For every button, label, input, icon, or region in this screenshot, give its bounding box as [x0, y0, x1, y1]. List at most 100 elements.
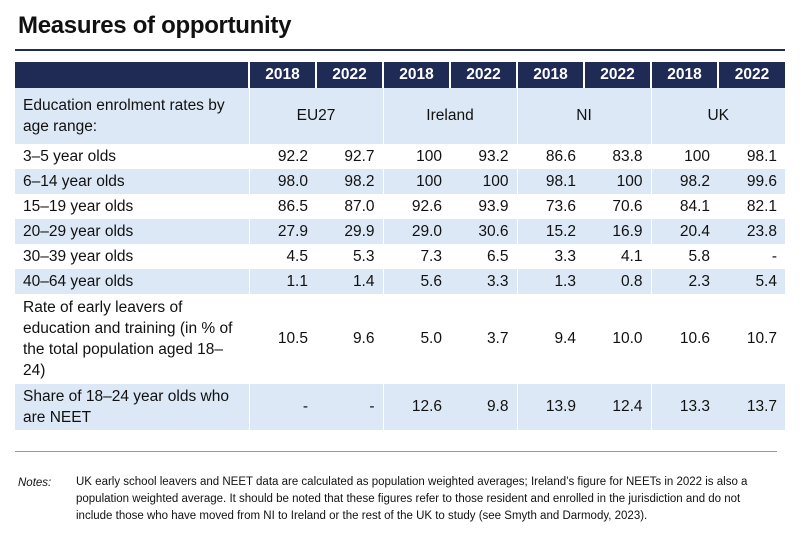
cell-value: 70.6 [612, 197, 643, 215]
cell-value: 7.3 [382, 244, 450, 269]
cell-value: 86.5 [248, 194, 316, 219]
region-label: UK [650, 88, 785, 144]
data-row: Rate of early leavers of education and t… [15, 294, 785, 384]
header-row: 2018 2022 2018 2022 2018 2022 2018 2022 [15, 62, 785, 88]
cell-value: 9.6 [352, 330, 375, 347]
cell-value: 100 [450, 169, 517, 194]
cell-value: 9.8 [450, 384, 517, 430]
cell-value: 100 [382, 169, 450, 194]
cell-value: 5.3 [352, 247, 375, 265]
region-label: Ireland [382, 88, 517, 144]
data-table: 2018 2022 2018 2022 2018 2022 2018 2022 Educatio… [15, 62, 785, 430]
cell-value: 30.6 [450, 219, 517, 244]
cell-value: 5.8 [650, 244, 718, 269]
region-row: Education enrolment rates by age range: E… [15, 88, 785, 144]
year-header: 2022 [583, 62, 651, 88]
cell-value: 100 [382, 144, 450, 169]
cell-value: 13.9 [516, 384, 584, 430]
cell-value: 3.3 [450, 269, 517, 294]
cell-value: 99.6 [718, 169, 785, 194]
cell-value: 84.1 [650, 194, 718, 219]
cell-value: 13.7 [718, 384, 785, 430]
notes-label: Notes: [18, 477, 52, 489]
cell-value: 20.4 [650, 219, 718, 244]
title: Measures of opportunity [18, 12, 292, 39]
year-header: 2018 [650, 62, 718, 88]
data-row: 15–19 year olds 86.5 87.0 92.6 93.9 73.6 70.6 8… [15, 194, 785, 219]
cell-value: 5.0 [382, 294, 450, 384]
year-header: 2022 [717, 62, 785, 88]
cell-value: - [771, 247, 777, 265]
cell-value: 92.2 [248, 144, 316, 169]
cell-value: 13.3 [650, 384, 718, 430]
cell-value: 1.3 [516, 269, 584, 294]
cell-value: 10.6 [650, 294, 718, 384]
row-label: Share of 18–24 year olds who are NEET [15, 384, 249, 430]
title-rule [15, 49, 785, 51]
row-label: 6–14 year olds [15, 169, 249, 194]
row-label: 15–19 year olds [23, 198, 134, 215]
header-blank [15, 62, 249, 88]
cell-value: 27.9 [248, 219, 316, 244]
notes-rule [15, 451, 777, 452]
year-header: 2022 [449, 62, 517, 88]
cell-value: 98.0 [248, 169, 316, 194]
cell-value: 3.7 [486, 330, 509, 347]
cell-value: 4.5 [248, 244, 316, 269]
row-label: Rate of early leavers of education and t… [23, 299, 233, 379]
cell-value: 2.3 [650, 269, 718, 294]
cell-value: 29.0 [382, 219, 450, 244]
year-header: 2018 [248, 62, 316, 88]
cell-value: 92.6 [382, 194, 450, 219]
cell-value: 10.5 [248, 294, 316, 384]
cell-value: 98.2 [650, 169, 718, 194]
cell-value: 12.6 [382, 384, 450, 430]
cell-value: 93.9 [478, 197, 509, 215]
cell-value: 82.1 [746, 197, 777, 215]
cell-value: 3.3 [516, 244, 584, 269]
cell-value: 86.6 [516, 144, 584, 169]
cell-value: 5.4 [718, 269, 785, 294]
row-label: 40–64 year olds [15, 269, 249, 294]
cell-value: 73.6 [516, 194, 584, 219]
cell-value: 83.8 [612, 147, 643, 165]
row-label: 3–5 year olds [23, 148, 117, 165]
cell-value: 9.4 [516, 294, 584, 384]
data-row: 20–29 year olds 27.9 29.9 29.0 30.6 15.2 16.9 2… [15, 219, 785, 244]
cell-value: - [316, 384, 383, 430]
cell-value: 98.2 [316, 169, 383, 194]
year-header: 2018 [516, 62, 584, 88]
cell-value: 100 [650, 144, 718, 169]
cell-value: 5.6 [382, 269, 450, 294]
cell-value: 87.0 [344, 197, 375, 215]
cell-value: 98.1 [516, 169, 584, 194]
cell-value: 10.0 [612, 330, 643, 347]
cell-value: 4.1 [620, 247, 643, 265]
cell-value: 98.1 [746, 147, 777, 165]
row-label: 30–39 year olds [23, 248, 134, 265]
year-header: 2018 [382, 62, 450, 88]
cell-value: 0.8 [584, 269, 651, 294]
data-row: 40–64 year olds 1.1 1.4 5.6 3.3 1.3 0.8 2.3 5.4 [15, 269, 785, 294]
cell-value: 1.1 [248, 269, 316, 294]
cell-value: 1.4 [316, 269, 383, 294]
group-label: Education enrolment rates by age range: [15, 88, 249, 144]
cell-value: 16.9 [584, 219, 651, 244]
cell-value: 92.7 [344, 147, 375, 165]
cell-value: 100 [584, 169, 651, 194]
cell-value: - [248, 384, 316, 430]
cell-value: 10.7 [746, 330, 777, 347]
cell-value: 15.2 [516, 219, 584, 244]
cell-value: 93.2 [478, 147, 509, 165]
region-label: NI [516, 88, 651, 144]
cell-value: 23.8 [718, 219, 785, 244]
year-header: 2022 [315, 62, 383, 88]
region-label: EU27 [248, 88, 383, 144]
cell-value: 12.4 [584, 384, 651, 430]
data-row: 3–5 year olds 92.2 92.7 100 93.2 86.6 83.8 100 9… [15, 144, 785, 169]
data-row: Share of 18–24 year olds who are NEET - -1… [15, 384, 785, 430]
data-row: 6–14 year olds 98.0 98.2 100 100 98.1 100 98.2 9… [15, 169, 785, 194]
cell-value: 29.9 [316, 219, 383, 244]
data-row: 30–39 year olds 4.5 5.3 7.3 6.5 3.3 4.1 5.8 - [15, 244, 785, 269]
